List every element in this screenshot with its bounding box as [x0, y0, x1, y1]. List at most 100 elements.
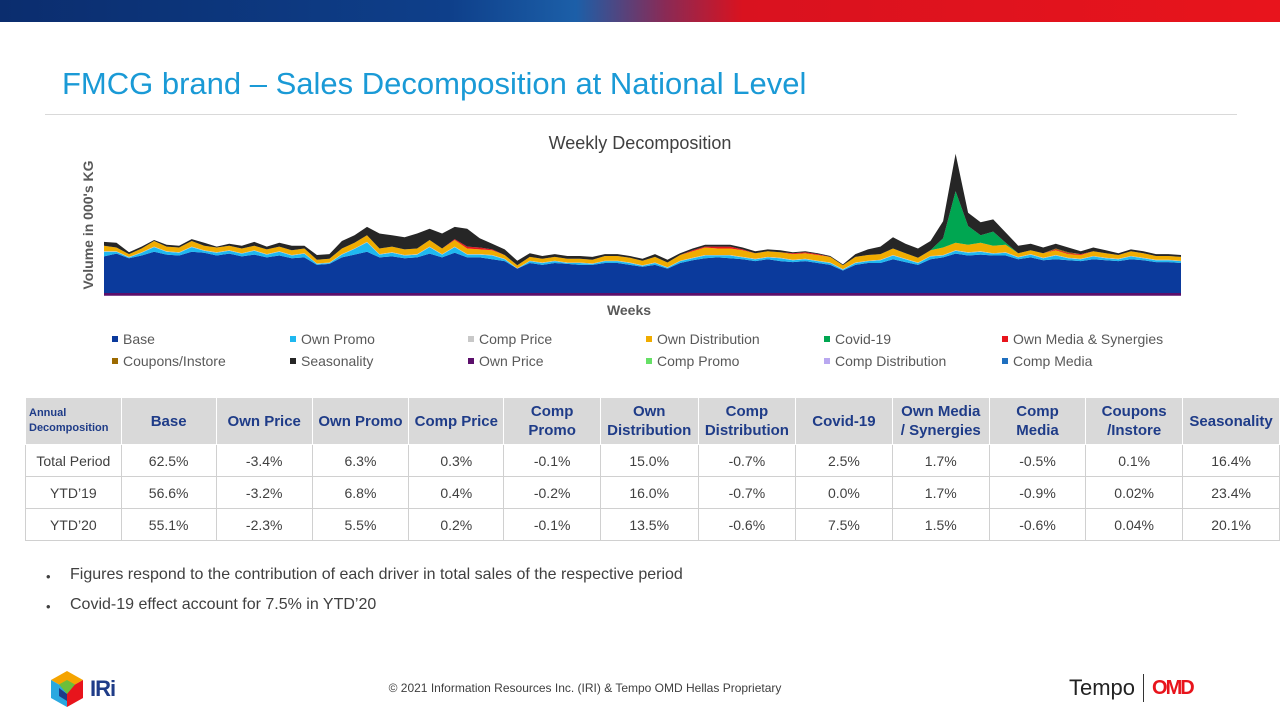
legend-item: Own Distribution	[646, 331, 760, 347]
table-cell: 1.7%	[891, 476, 990, 509]
column-header-line1: Comp Price	[414, 412, 498, 430]
table-cell: 1.7%	[891, 444, 990, 477]
column-header-line1: Own Media	[901, 403, 981, 420]
table-cell: -0.5%	[988, 444, 1087, 477]
legend-label: Comp Promo	[657, 353, 740, 369]
legend-item: Own Price	[468, 353, 544, 369]
table-row: YTD’19 56.6% -3.2% 6.8% 0.4% -0.2% 16.0% -0.7% 0…	[25, 476, 1280, 509]
table-cell: 16.4%	[1182, 444, 1280, 477]
legend-item: Comp Distribution	[824, 353, 946, 369]
column-header-line1: Comp	[530, 403, 574, 420]
tempo-omd-logo: Tempo OMD	[1069, 674, 1195, 702]
area-series-own-promo	[104, 242, 1181, 271]
column-header-line1: Comp	[725, 403, 769, 420]
page-title: FMCG brand – Sales Decomposition at Nati…	[62, 66, 807, 101]
legend-swatch	[112, 358, 118, 364]
y-axis-label: Volume in 000's KG	[80, 160, 96, 289]
column-header-line1: Own Promo	[318, 412, 403, 430]
table-column-header: Comp Media	[988, 397, 1087, 445]
table-row: Total Period 62.5% -3.4% 6.3% 0.3% -0.1% 15.0%…	[25, 444, 1280, 477]
table-column-header: Base	[120, 397, 217, 445]
table-cell: -0.7%	[697, 476, 797, 509]
table-column-header: Covid-19	[795, 397, 893, 445]
table-column-header: Comp Distribution	[697, 397, 797, 445]
table-cell: 5.5%	[311, 508, 410, 541]
table-cell: 1.5%	[891, 508, 990, 541]
column-header-line1: Own	[632, 403, 666, 420]
annual-decomposition-table: Annual Decomposition Base Own Price Own Pr…	[25, 397, 1280, 541]
table-cell: 2.5%	[795, 444, 893, 477]
table-cell: 6.8%	[311, 476, 410, 509]
column-header-line1: Base	[150, 412, 187, 430]
table-cell: 0.1%	[1085, 444, 1184, 477]
bullet-icon: •	[46, 599, 51, 614]
table-header-row: Annual Decomposition Base Own Price Own Pr…	[25, 397, 1280, 445]
table-cell: -3.4%	[215, 444, 313, 477]
row-label: YTD’20	[25, 508, 122, 541]
legend-swatch	[824, 358, 830, 364]
bullet-icon: •	[46, 569, 51, 584]
iri-logo-text: IRi	[90, 676, 116, 701]
table-cell: 6.3%	[311, 444, 410, 477]
table-cell: 0.4%	[408, 476, 505, 509]
table-column-header: Seasonality	[1182, 397, 1280, 445]
column-header-line2: Media	[1016, 422, 1059, 439]
table-cell: -0.6%	[988, 508, 1087, 541]
legend-label: Comp Distribution	[835, 353, 947, 369]
table-cell: 0.0%	[795, 476, 893, 509]
legend-label: Own Distribution	[657, 331, 760, 347]
note-text: Figures respond to the contribution of e…	[70, 566, 683, 583]
table-column-header: Coupons/Instore	[1085, 397, 1184, 445]
legend-label: Comp Media	[1013, 353, 1093, 369]
legend-swatch	[468, 358, 474, 364]
table-cell: 0.02%	[1085, 476, 1184, 509]
tempo-logo-text: Tempo	[1069, 675, 1136, 700]
row-label: Total Period	[25, 444, 122, 477]
column-header-line2: Distribution	[704, 422, 789, 439]
column-header-line2: /Instore	[1107, 422, 1162, 439]
omd-logo-text: OMD	[1152, 676, 1195, 699]
table-column-header: Own Price	[215, 397, 313, 445]
table-cell: -0.1%	[503, 444, 601, 477]
legend-swatch	[290, 358, 296, 364]
area-series-base	[104, 251, 1181, 293]
table-column-header: Own Media / Synergies	[891, 397, 990, 445]
legend-label: Seasonality	[301, 353, 374, 369]
table-column-header: Own Distribution	[599, 397, 699, 445]
column-header-line2: / Synergies	[900, 422, 981, 439]
note-item: • Figures respond to the contribution of…	[46, 566, 683, 596]
weekly-decomposition-chart: Weekly Decomposition Volume in 000's KG …	[80, 133, 1181, 318]
table-cell: 16.0%	[599, 476, 699, 509]
area-series-own-distribution	[104, 235, 1181, 270]
note-text: Covid-19 effect account for 7.5% in YTD’…	[70, 596, 377, 613]
area-series-covid-19	[104, 191, 1181, 266]
legend-item: Base	[112, 331, 155, 347]
table-cell: -0.1%	[503, 508, 601, 541]
legend-label: Base	[123, 331, 155, 347]
iri-logo: IRi	[50, 670, 116, 708]
x-axis-label: Weeks	[607, 302, 651, 318]
table-cell: -0.2%	[503, 476, 601, 509]
table-cell: -0.6%	[697, 508, 797, 541]
table-cell: 13.5%	[599, 508, 699, 541]
table-cell: 0.04%	[1085, 508, 1184, 541]
corner-label-line1: Annual	[29, 407, 67, 419]
chart-title: Weekly Decomposition	[549, 133, 732, 153]
legend-swatch	[1002, 336, 1008, 342]
table-cell: 7.5%	[795, 508, 893, 541]
area-series-seasonality	[104, 153, 1181, 266]
legend-label: Covid-19	[835, 331, 892, 347]
table-row: YTD’20 55.1% -2.3% 5.5% 0.2% -0.1% 13.5% -0.6% 7…	[25, 508, 1280, 541]
legend-swatch	[112, 336, 118, 342]
legend-label: Own Media & Synergies	[1013, 331, 1164, 347]
table-body: Total Period 62.5% -3.4% 6.3% 0.3% -0.1% 15.0%…	[25, 444, 1280, 541]
table-cell: 55.1%	[120, 508, 217, 541]
legend-item: Own Promo	[290, 331, 375, 347]
copyright-text: © 2021 Information Resources Inc. (IRI) …	[388, 681, 782, 695]
column-header-line1: Own Price	[227, 412, 301, 430]
table-cell: 62.5%	[120, 444, 217, 477]
table-cell: 15.0%	[599, 444, 699, 477]
column-header-line1: Seasonality	[1189, 412, 1273, 430]
column-header-line1: Comp	[1016, 403, 1059, 420]
legend-label: Comp Price	[479, 331, 553, 347]
